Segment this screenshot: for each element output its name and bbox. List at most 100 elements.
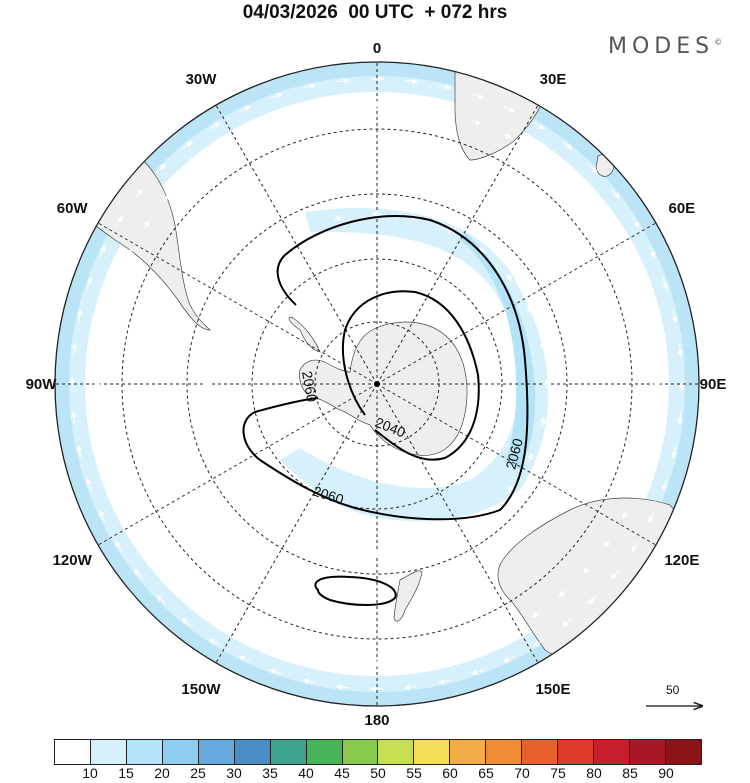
colorbar-label: 55 xyxy=(406,765,422,781)
wind-vector xyxy=(662,277,669,290)
brand-logo: MODES© xyxy=(608,34,722,59)
colorbar-swatch xyxy=(558,740,595,764)
colorbar-label: 80 xyxy=(586,765,602,781)
colorbar-label: 20 xyxy=(154,765,170,781)
reference-vector-label: 50 xyxy=(666,683,680,697)
wind-vector xyxy=(410,546,421,553)
new-zealand-land xyxy=(393,570,423,622)
wind-band-inner-mid xyxy=(460,232,536,470)
wind-vector xyxy=(406,103,417,109)
wind-vector xyxy=(134,568,143,580)
wind-vector xyxy=(562,141,573,150)
wind-vector xyxy=(273,119,283,126)
wind-vector xyxy=(438,678,451,685)
contour-label-west: 2060 xyxy=(299,370,320,404)
wind-vector xyxy=(221,305,227,316)
longitude-label: 30E xyxy=(540,71,567,88)
wind-vector xyxy=(269,668,283,675)
colorbar-label: 30 xyxy=(226,765,242,781)
wind-vector xyxy=(115,540,123,552)
wind-vector xyxy=(532,150,541,157)
colorbar xyxy=(54,739,702,765)
wind-vector xyxy=(85,478,92,491)
wind-vector xyxy=(115,215,123,228)
wind-vector xyxy=(99,245,106,258)
height-contours xyxy=(242,215,529,606)
wind-vector xyxy=(96,344,102,355)
colorbar-label: 45 xyxy=(334,765,350,781)
polar-map: 2060 2040 2060 2060 0 30E 60E 90E 120E 150E 18… xyxy=(26,40,727,729)
wind-vector xyxy=(187,589,196,597)
colorbar-swatch xyxy=(198,740,235,764)
wind-vector xyxy=(651,345,658,356)
wind-vector xyxy=(96,412,103,423)
wind-vector xyxy=(112,478,119,488)
wind-vector xyxy=(405,658,416,665)
wind-vector xyxy=(86,276,93,290)
longitude-label: 90E xyxy=(700,376,727,393)
wind-vector xyxy=(652,413,658,424)
wind-vector xyxy=(187,170,196,178)
wind-vector xyxy=(337,659,348,665)
colorbar-swatch xyxy=(414,740,451,764)
wind-vectors xyxy=(69,76,685,692)
contour-2060-line xyxy=(242,215,529,521)
colorbar-label: 60 xyxy=(442,765,458,781)
wind-vector xyxy=(582,565,590,574)
colorbar-label: 90 xyxy=(658,765,674,781)
wind-vector xyxy=(438,652,449,659)
longitude-label: 120W xyxy=(53,552,93,569)
south-pole-marker xyxy=(374,381,380,387)
colorbar-labels: 10 15 20 25 30 35 40 45 50 55 60 65 70 75 80 85 90 xyxy=(54,765,702,783)
contour-2060-small-loop xyxy=(314,575,397,606)
wind-vector xyxy=(677,343,684,357)
wind-vector xyxy=(163,565,171,574)
colorbar-label: 65 xyxy=(478,765,494,781)
wind-vector xyxy=(445,228,456,234)
longitude-label: 150E xyxy=(535,681,570,698)
colorbar-label: 50 xyxy=(370,765,386,781)
wind-vector xyxy=(334,546,345,553)
wind-vector xyxy=(239,106,251,113)
wind-vector xyxy=(635,280,642,290)
wind-vector xyxy=(587,595,598,605)
wind-vector xyxy=(302,678,316,685)
wind-vector xyxy=(267,513,276,521)
wind-vector xyxy=(220,453,227,463)
colorbar-swatch xyxy=(594,740,630,764)
wind-vector xyxy=(539,416,546,427)
wind-vector xyxy=(611,188,620,200)
colorbar-label: 75 xyxy=(550,765,566,781)
wind-vector xyxy=(604,220,611,230)
wind-vector xyxy=(558,590,567,598)
wind-vector xyxy=(439,109,450,115)
wind-vector xyxy=(272,643,283,649)
wind-vector xyxy=(298,534,309,540)
colorbar-swatch xyxy=(522,740,559,764)
wind-vector xyxy=(502,133,512,139)
wind-vector xyxy=(156,163,167,173)
longitude-label: 120E xyxy=(664,552,699,569)
wind-vector xyxy=(471,642,481,649)
longitude-labels: 0 30E 60E 90E 120E 150E 180 150W 120W 90W 60W 30W xyxy=(26,40,727,729)
colorbar-swatch xyxy=(342,740,379,764)
wind-vector xyxy=(336,77,350,84)
wind-vector xyxy=(242,629,252,635)
wind-vector xyxy=(208,417,215,428)
wind-vector xyxy=(631,540,639,553)
wind-vector xyxy=(102,445,109,456)
wind-vector xyxy=(102,311,108,322)
wind-vector xyxy=(648,246,655,258)
wind-vector xyxy=(471,669,484,676)
wind-vector xyxy=(648,510,655,523)
colorbar-swatch xyxy=(270,740,307,764)
wind-vector xyxy=(503,655,515,662)
wind-vector xyxy=(298,227,308,234)
wind-vector xyxy=(143,538,150,548)
wind-vector xyxy=(539,340,546,351)
wind-vector xyxy=(126,249,132,259)
wind-vector xyxy=(527,452,533,463)
wind-vector xyxy=(503,106,516,113)
wind-vector xyxy=(238,655,251,662)
wind-vector xyxy=(213,611,222,618)
